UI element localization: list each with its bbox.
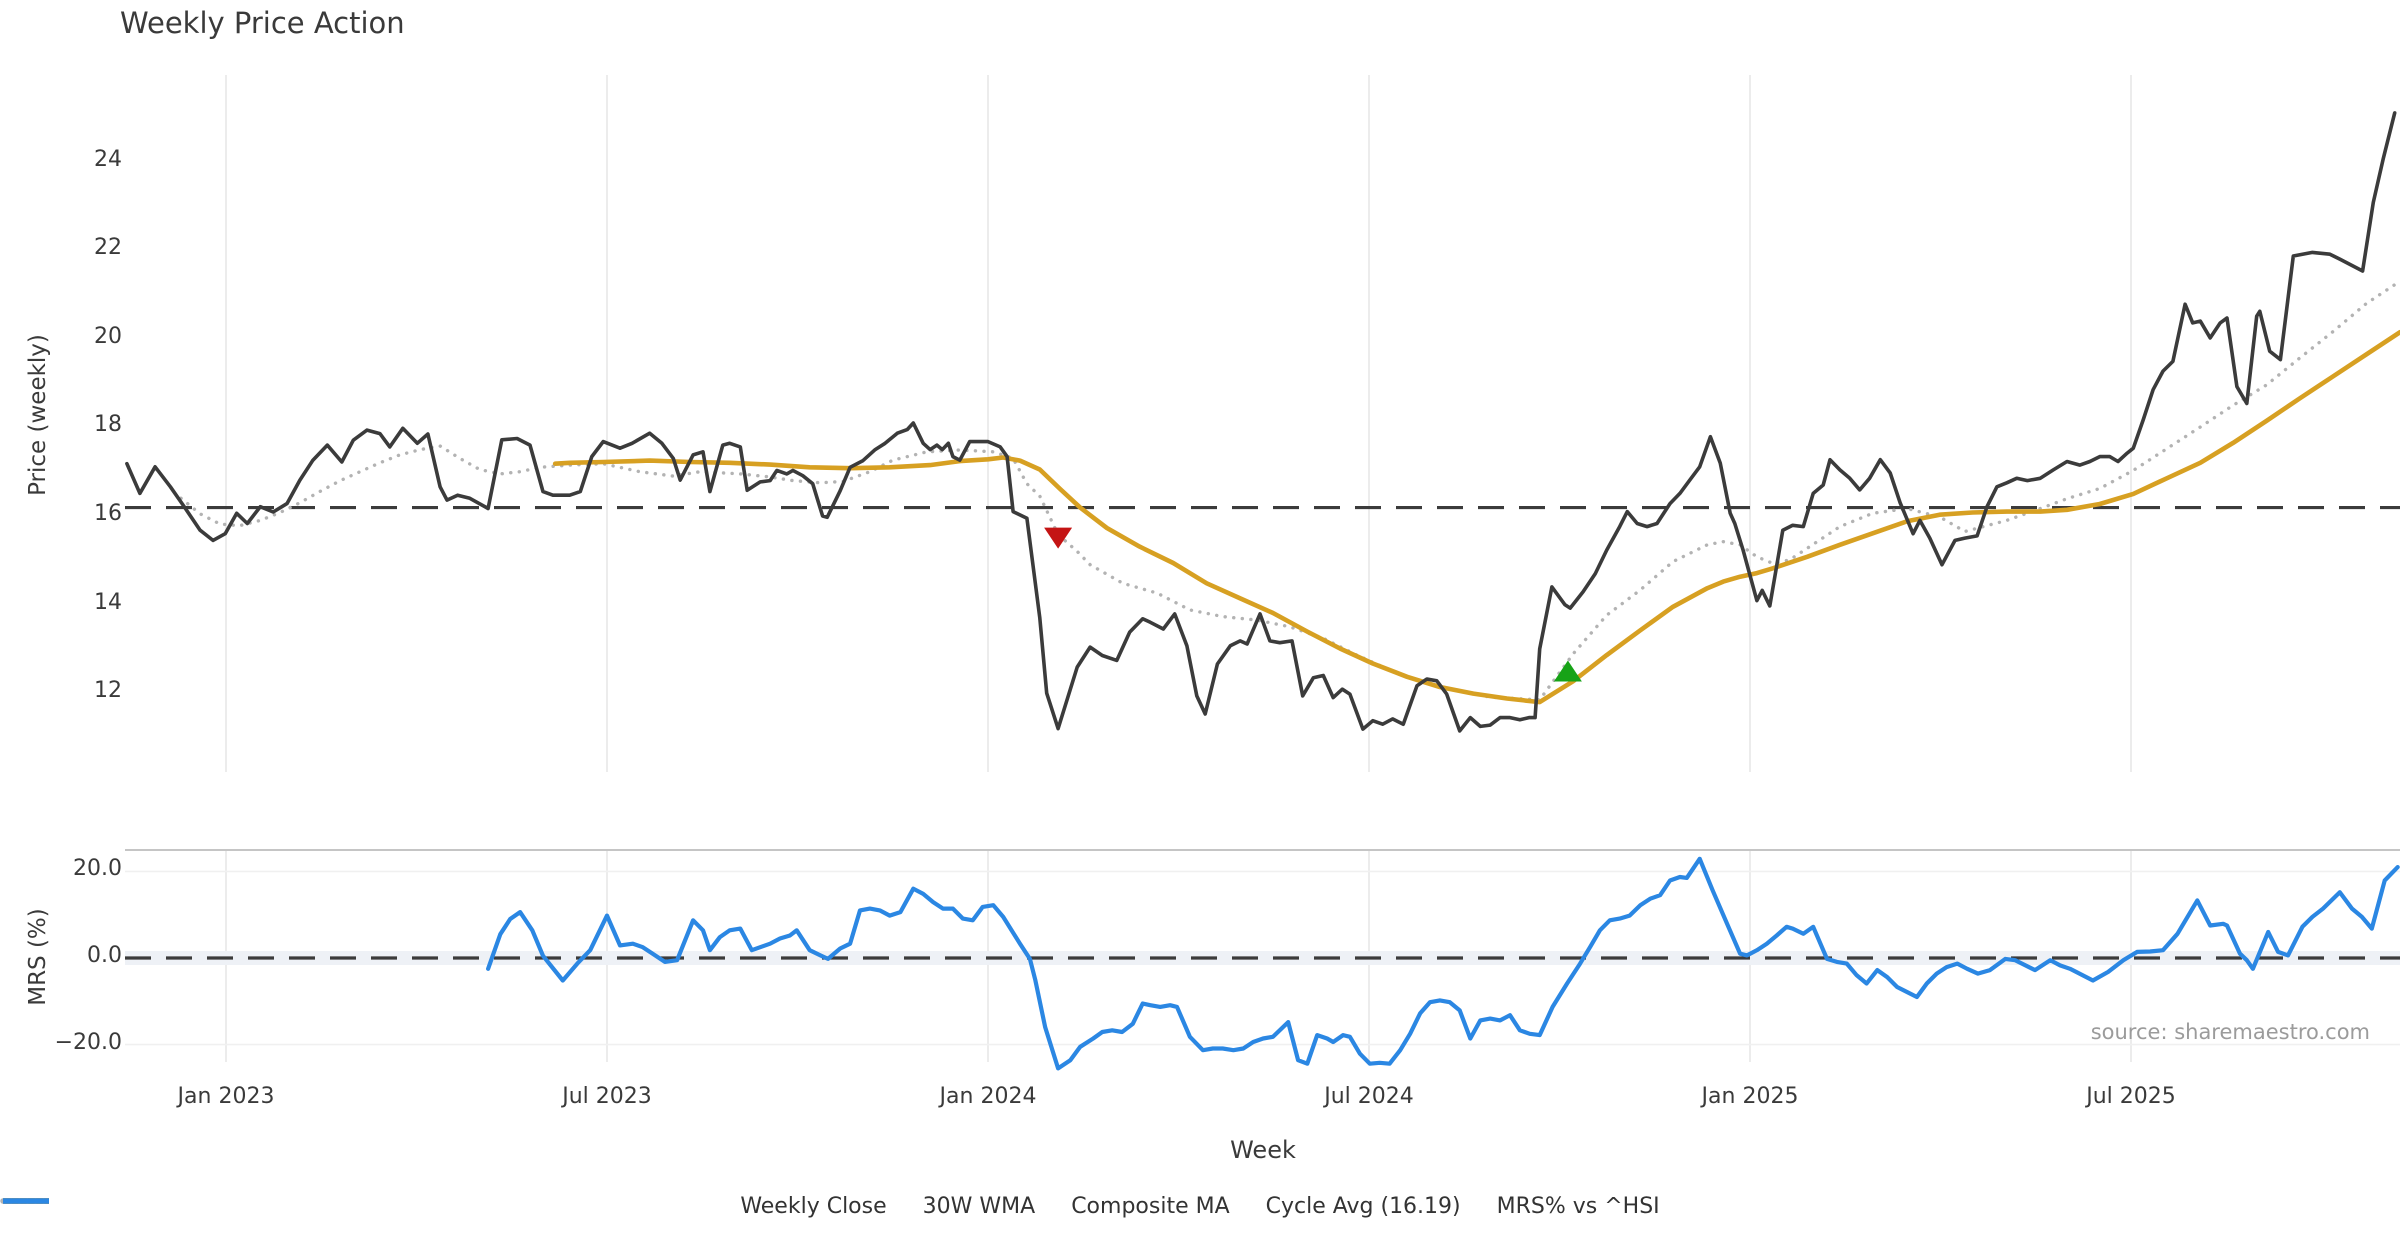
y-tick-label: −20.0 [54, 1029, 122, 1055]
y-tick-label: 16 [94, 501, 122, 526]
legend-label: MRS% vs ^HSI [1496, 1194, 1660, 1219]
mrs-line [486, 856, 2400, 1071]
x-tick-label: Jul 2024 [1324, 1084, 1414, 1109]
y-tick-label: 20 [94, 323, 122, 349]
legend-item-weekly-close: Weekly Close [3, 1194, 887, 1219]
legend-label: Composite MA [1071, 1194, 1230, 1219]
x-axis-label: Week [1230, 1136, 1296, 1164]
x-tick-label: Jan 2023 [177, 1084, 275, 1109]
legend-item-composite-ma: Composite MA [0, 1194, 1230, 1219]
wma-line [552, 329, 2400, 705]
legend-label: 30W WMA [922, 1194, 1036, 1219]
y-tick-label: 14 [94, 589, 122, 615]
sell-signal-marker [1044, 527, 1073, 549]
legend-item-30w-wma: 30W WMA [3, 1194, 1036, 1219]
source-attribution: source: sharemaestro.com [2090, 1020, 2370, 1044]
y-tick-label: 24 [94, 146, 122, 172]
x-tick-label: Jul 2025 [2086, 1084, 2176, 1109]
buy-signal-marker [1553, 660, 1582, 682]
legend: Weekly Close 30W WMA Composite MA Cycle … [0, 1194, 2400, 1219]
y-tick-label: 22 [94, 235, 122, 261]
x-tick-label: Jan 2024 [939, 1084, 1037, 1109]
legend-item-mrs: MRS% vs ^HSI [3, 1194, 1660, 1219]
chart-title: Weekly Price Action [120, 6, 405, 40]
composite-ma-line [179, 279, 2400, 702]
y-tick-label: 0.0 [87, 943, 122, 968]
x-tick-label: Jan 2025 [1701, 1084, 1799, 1109]
legend-label: Weekly Close [740, 1194, 887, 1219]
y-tick-label: 20.0 [73, 856, 122, 882]
weekly-close-line [125, 111, 2397, 733]
x-tick-label: Jul 2023 [562, 1084, 652, 1109]
mrs-line-icon [3, 1198, 49, 1204]
y-tick-label: 12 [94, 678, 122, 704]
legend-item-cycle-avg: Cycle Avg (16.19) [3, 1194, 1461, 1219]
legend-label: Cycle Avg (16.19) [1265, 1194, 1461, 1219]
y-tick-label: 18 [94, 412, 122, 438]
